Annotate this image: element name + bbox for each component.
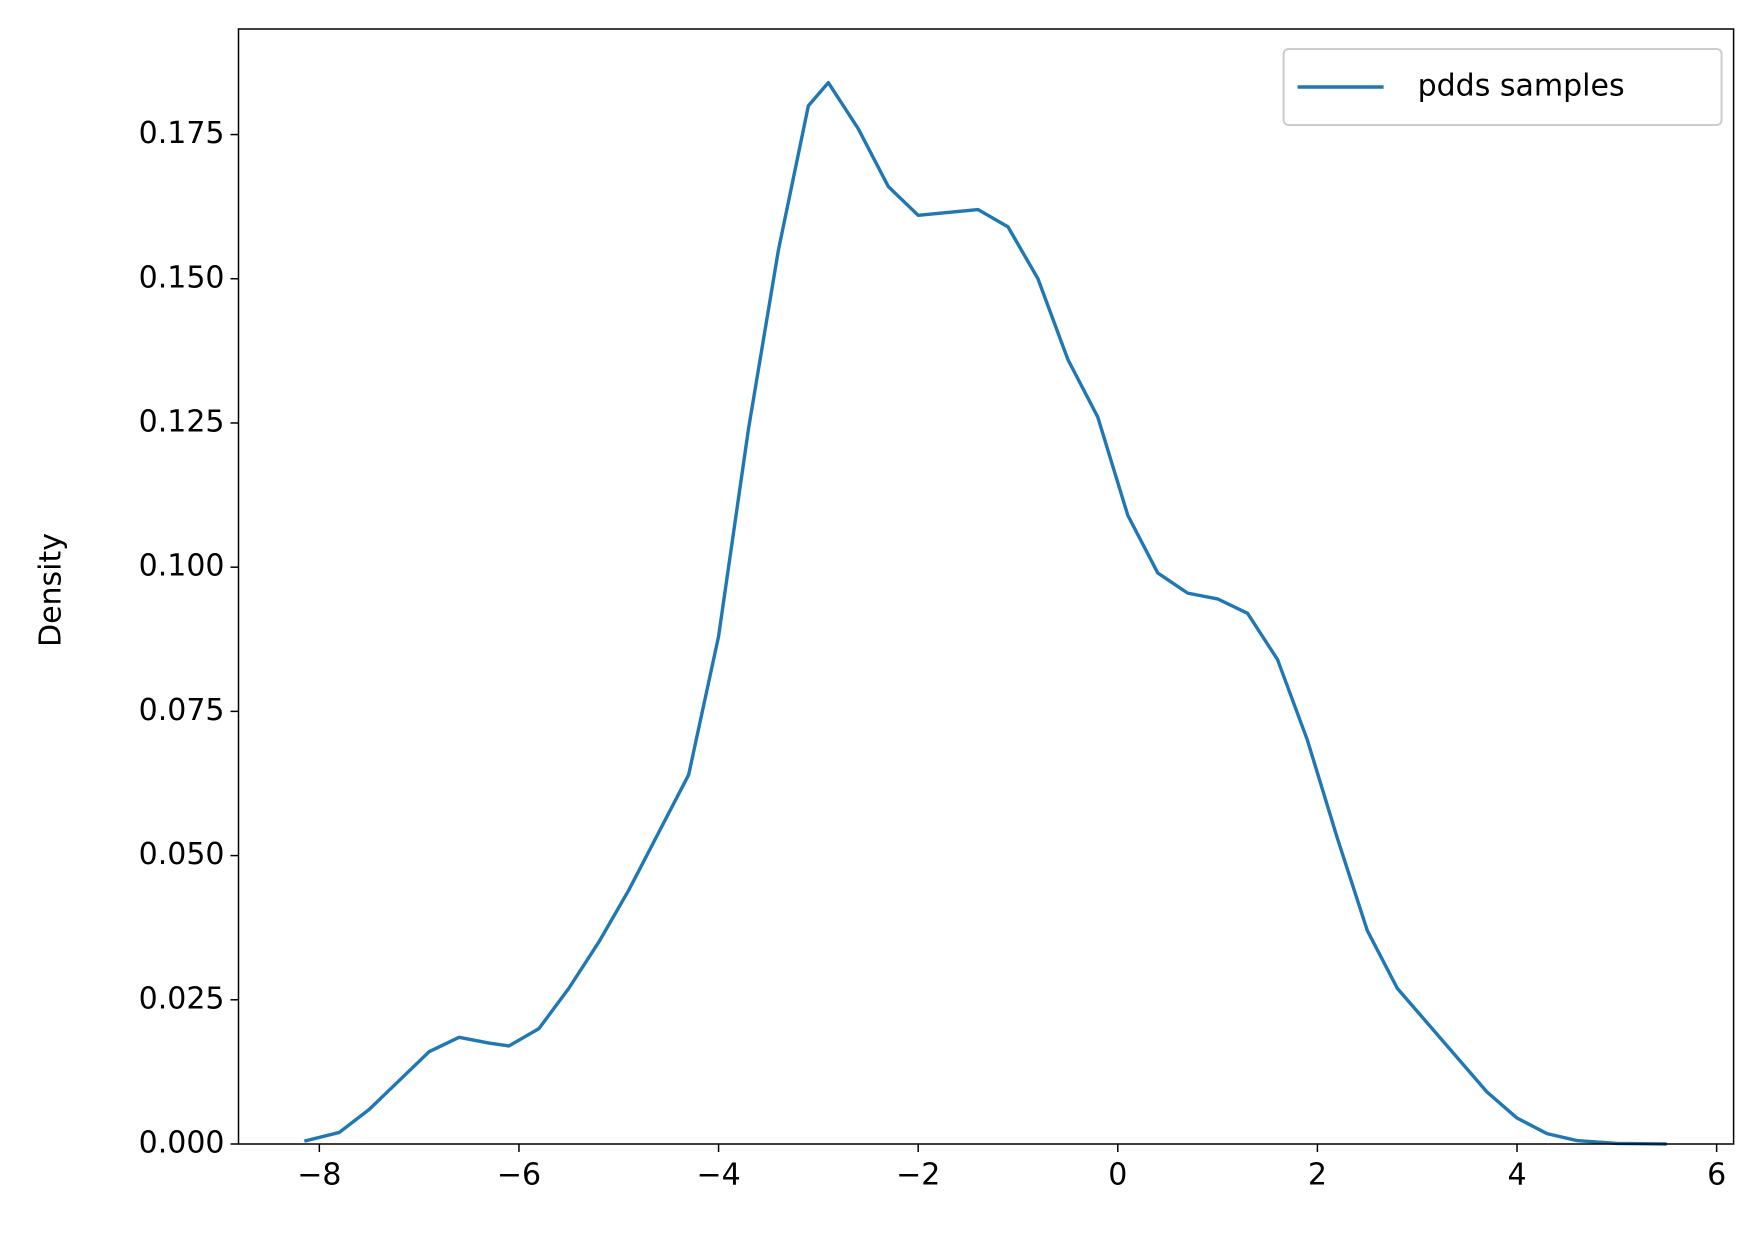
y-tick-label: 0.000 — [139, 1126, 225, 1161]
y-tick-label: 0.075 — [139, 693, 225, 728]
x-tick-label: −4 — [696, 1158, 740, 1193]
legend-label: pdds samples — [1418, 69, 1625, 104]
y-tick-label: 0.100 — [139, 549, 225, 584]
x-tick-label: 0 — [1108, 1158, 1127, 1193]
y-tick-label: 0.175 — [139, 116, 225, 151]
y-axis-label: Density — [34, 533, 69, 647]
x-tick-label: −8 — [297, 1158, 341, 1193]
x-tick-label: 2 — [1308, 1158, 1327, 1193]
x-tick-label: −2 — [896, 1158, 940, 1193]
plot-frame — [237, 28, 1735, 1145]
x-tick-label: 4 — [1507, 1158, 1526, 1193]
x-tick-label: −6 — [497, 1158, 541, 1193]
y-tick-label: 0.150 — [139, 260, 225, 295]
x-tick-label: 6 — [1707, 1158, 1726, 1193]
y-tick-label: 0.125 — [139, 404, 225, 439]
y-tick-label: 0.050 — [139, 837, 225, 872]
y-tick-label: 0.025 — [139, 981, 225, 1016]
density-line — [303, 80, 1667, 1146]
legend-box — [1282, 48, 1723, 126]
